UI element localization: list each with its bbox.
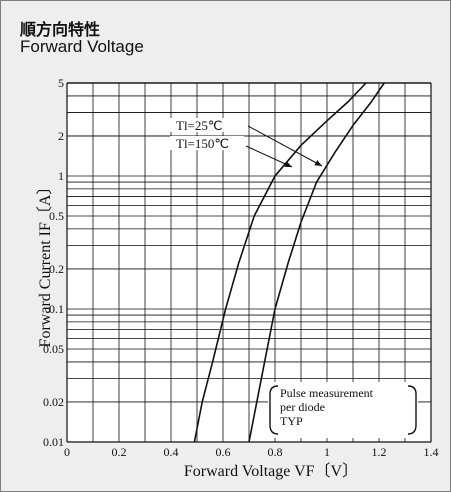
- chart-title-en: Forward Voltage: [20, 37, 144, 56]
- label-bg: [170, 136, 244, 150]
- x-tick-label: 1: [324, 445, 330, 459]
- note-line: per diode: [280, 400, 325, 414]
- note-line: Pulse measurement: [280, 386, 374, 400]
- y-tick-label: 0.01: [43, 435, 64, 449]
- curve-150c: [248, 82, 385, 443]
- y-tick-label: 0.02: [43, 395, 64, 409]
- note-bracket-left: [269, 385, 279, 435]
- note-bracket-right: [407, 385, 417, 435]
- curve-label-25c: Tl=25℃: [176, 118, 222, 133]
- x-tick-label: 0.2: [112, 445, 127, 459]
- x-axis-label: Forward Voltage VF〔V〕: [184, 462, 358, 480]
- grid: [66, 82, 432, 443]
- x-tick-label: 1.4: [424, 445, 439, 459]
- y-tick-label: 5: [58, 76, 64, 90]
- ticks: 0 0.2 0.4 0.6 0.8 1 1.2 1.4 0.01 0.02 0.05 0.1 0.2 0.…: [43, 76, 439, 459]
- curve-25c: [193, 82, 367, 443]
- chart-title-jp: 順方向特性: [20, 20, 101, 39]
- leader-arrow-25c: [247, 125, 323, 167]
- y-axis-label: Forward Current IF〔A〕: [36, 179, 54, 348]
- y-tick-label: 2: [58, 129, 64, 143]
- y-tick-label: 1: [58, 169, 64, 183]
- x-tick-label: 0.8: [268, 445, 283, 459]
- note-line: TYP: [280, 414, 303, 428]
- y-tick-label: 0.5: [49, 209, 64, 223]
- x-tick-label: 1.2: [372, 445, 387, 459]
- note-box: [268, 382, 418, 438]
- x-tick-label: 0.6: [216, 445, 231, 459]
- x-tick-label: 0.4: [164, 445, 179, 459]
- label-bg: [170, 118, 244, 132]
- leader-arrow-150c: [245, 145, 293, 168]
- x-tick-label: 0: [64, 445, 70, 459]
- y-tick-label: 0.1: [49, 302, 64, 316]
- curves: [193, 82, 385, 443]
- y-tick-label: 0.05: [43, 342, 64, 356]
- y-tick-label: 0.2: [49, 262, 64, 276]
- curve-label-150c: Tl=150℃: [176, 136, 229, 151]
